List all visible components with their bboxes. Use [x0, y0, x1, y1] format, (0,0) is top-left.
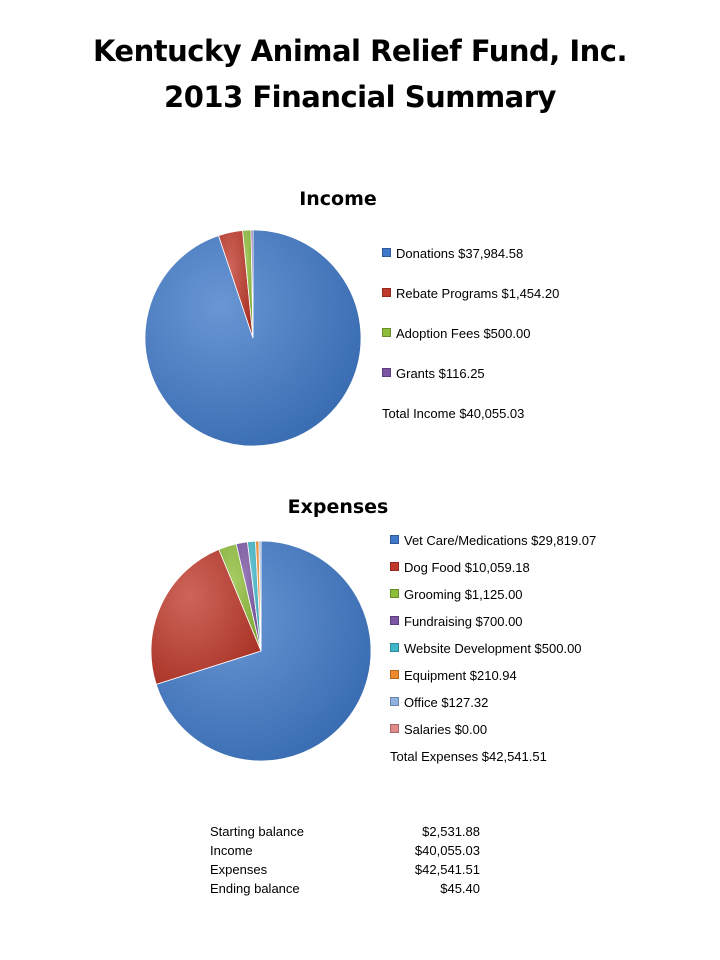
legend-item-website-development: Website Development $500.00	[390, 641, 582, 657]
legend-swatch	[382, 368, 391, 377]
legend-item-donations: Donations $37,984.58	[382, 246, 523, 262]
legend-item-adoption-fees: Adoption Fees $500.00	[382, 326, 530, 342]
summary-row-expenses: Expenses $42,541.51	[210, 860, 480, 879]
legend-label: Salaries $0.00	[404, 722, 488, 737]
pie-slice-office	[258, 540, 262, 652]
legend-label: Office $127.32	[404, 695, 489, 710]
legend-label: Equipment $210.94	[404, 668, 517, 683]
legend-swatch	[382, 328, 391, 337]
expenses-pie-chart	[150, 540, 372, 762]
summary-label: Income	[210, 843, 253, 858]
pie-slice-grants	[250, 229, 254, 339]
legend-swatch	[390, 562, 399, 571]
legend-swatch	[390, 724, 399, 733]
legend-swatch	[390, 643, 399, 652]
summary-value: $2,531.88	[422, 824, 480, 839]
legend-swatch	[390, 670, 399, 679]
legend-label: Rebate Programs $1,454.20	[396, 286, 560, 301]
legend-total: Total Income $40,055.03	[382, 406, 525, 421]
legend-label: Website Development $500.00	[404, 641, 582, 656]
legend-item-vet-care-medications: Vet Care/Medications $29,819.07	[390, 533, 596, 549]
legend-item-equipment: Equipment $210.94	[390, 668, 517, 684]
pie-slice-dog-food	[150, 548, 262, 685]
legend-label: Dog Food $10,059.18	[404, 560, 530, 575]
page-title-line-2: 2013 Financial Summary	[164, 80, 556, 114]
income-legend: Donations $37,984.58 Rebate Programs $1,4…	[382, 246, 612, 436]
summary-label: Expenses	[210, 862, 268, 877]
summary-value: $42,541.51	[414, 862, 480, 877]
legend-item-office: Office $127.32	[390, 695, 488, 711]
summary-label: Starting balance	[210, 824, 304, 839]
legend-label: Fundraising $700.00	[404, 614, 523, 629]
expenses-legend: Vet Care/Medications $29,819.07 Dog Food …	[390, 533, 650, 773]
legend-item-dog-food: Dog Food $10,059.18	[390, 560, 530, 576]
legend-item-grooming: Grooming $1,125.00	[390, 587, 523, 603]
legend-total: Total Expenses $42,541.51	[390, 749, 547, 764]
legend-swatch	[382, 248, 391, 257]
legend-swatch	[390, 535, 399, 544]
summary-value: $40,055.03	[414, 843, 480, 858]
summary-value: $45.40	[440, 881, 480, 896]
legend-label: Donations $37,984.58	[396, 246, 524, 261]
legend-item-grants: Grants $116.25	[382, 366, 485, 382]
income-chart-title: Income	[299, 188, 377, 210]
legend-item-rebate-programs: Rebate Programs $1,454.20	[382, 286, 559, 302]
legend-swatch	[390, 589, 399, 598]
balance-summary: Starting balance $2,531.88 Income $40,05…	[210, 822, 480, 898]
legend-item-fundraising: Fundraising $700.00	[390, 614, 523, 630]
legend-label: Vet Care/Medications $29,819.07	[404, 533, 597, 548]
summary-row-starting-balance: Starting balance $2,531.88	[210, 822, 480, 841]
legend-label: Adoption Fees $500.00	[396, 326, 531, 341]
summary-label: Ending balance	[210, 881, 300, 896]
legend-label: Grooming $1,125.00	[404, 587, 523, 602]
income-pie-chart	[144, 229, 362, 447]
legend-swatch	[382, 288, 391, 297]
legend-item-salaries: Salaries $0.00	[390, 722, 487, 738]
pie-slice-vet-care-medications	[155, 540, 372, 762]
summary-row-ending-balance: Ending balance $45.40	[210, 879, 480, 898]
expenses-chart-title: Expenses	[287, 496, 389, 518]
legend-label: Grants $116.25	[396, 366, 485, 381]
page-title-line-1: Kentucky Animal Relief Fund, Inc.	[92, 34, 628, 68]
legend-swatch	[390, 616, 399, 625]
summary-row-income: Income $40,055.03	[210, 841, 480, 860]
legend-swatch	[390, 697, 399, 706]
